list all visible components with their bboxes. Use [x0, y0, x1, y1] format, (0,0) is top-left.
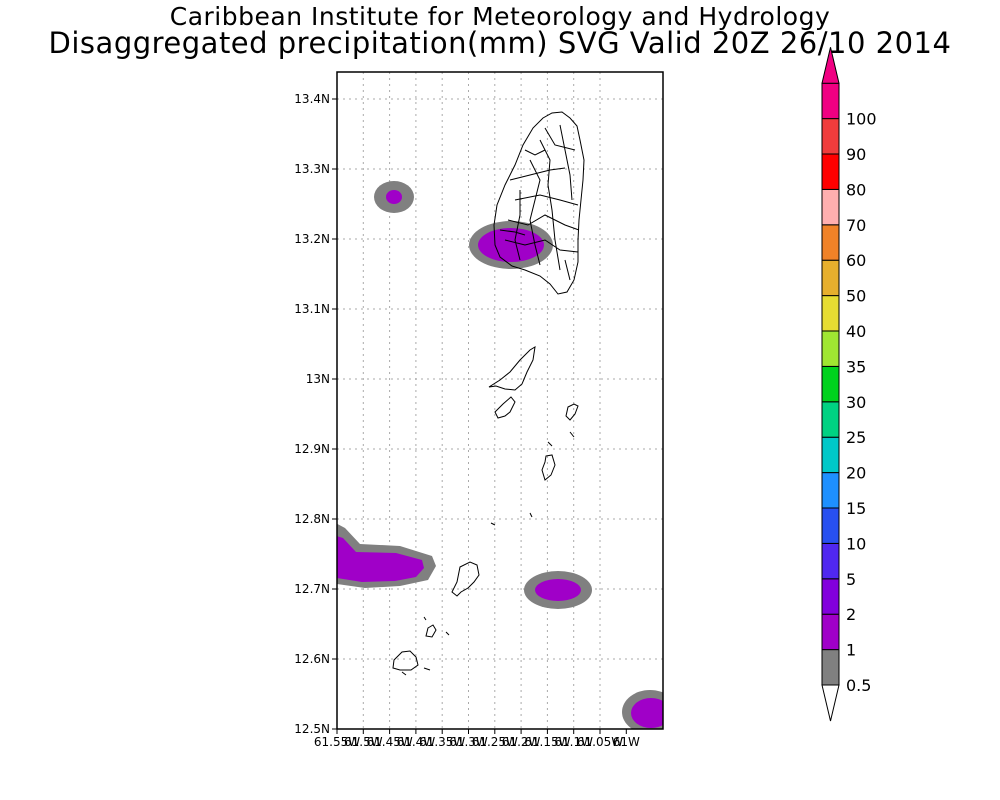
island-carriacou: [392, 650, 419, 671]
y-tick-label: 13.3N: [294, 162, 330, 176]
y-tick-label: 12.7N: [294, 582, 330, 596]
colorbar-swatch: [821, 259, 840, 297]
colorbar-label: 30: [846, 393, 866, 412]
colorbar-swatch: [821, 118, 840, 155]
x-tick-label: 61.3W: [449, 735, 488, 749]
precip-area-south-east: [622, 690, 663, 729]
colorbar-swatch: [821, 401, 840, 438]
x-tick-label: 61.05W: [577, 735, 623, 749]
precip-areas-layer: [337, 181, 663, 729]
colorbar-label: 15: [846, 499, 866, 518]
island-saint-vincent: [493, 111, 585, 295]
colorbar-label: 80: [846, 180, 866, 199]
colorbar-label: 70: [846, 216, 866, 235]
precip-area-south-central: [524, 571, 592, 609]
colorbar-label: 90: [846, 145, 866, 164]
colorbar-swatch: [821, 542, 840, 580]
colorbar-label: 100: [846, 110, 877, 129]
x-axis: 61.55W61.5W61.45W61.4W61.35W61.3W61.25W6…: [314, 729, 640, 749]
colorbar-upper-arrow: [821, 47, 840, 84]
x-tick-label: 61.15W: [524, 735, 570, 749]
plot-background: [337, 72, 663, 729]
map-title-line2: Disaggregated precipitation(mm) SVG Vali…: [48, 26, 952, 60]
colorbar-swatch: [821, 82, 840, 120]
colorbar-label: 50: [846, 287, 866, 306]
colorbar-label: 5: [846, 570, 856, 589]
colorbar-label: 40: [846, 322, 866, 341]
coastlines: [392, 111, 585, 676]
precip-area-north-west: [374, 181, 414, 213]
colorbar-label: 1: [846, 641, 856, 660]
colorbar-swatch: [821, 295, 840, 332]
island-bequia: [488, 346, 536, 391]
colorbar-label: 0.5: [846, 676, 871, 695]
colorbar-label: 20: [846, 464, 866, 483]
colorbar-swatch: [821, 507, 840, 544]
colorbar-swatch: [821, 613, 840, 651]
colorbar-swatch: [821, 472, 840, 509]
colorbar-swatch: [821, 224, 840, 261]
colorbar-lower-arrow: [821, 684, 840, 722]
x-tick-label: 61W: [613, 735, 640, 749]
y-tick-label: 13N: [306, 372, 330, 386]
map-title-line1: Caribbean Institute for Meteorology and …: [169, 2, 831, 31]
y-tick-label: 13.1N: [294, 302, 330, 316]
colorbar-swatch: [821, 188, 840, 226]
y-tick-label: 12.8N: [294, 512, 330, 526]
colorbar-swatch: [821, 330, 840, 367]
plot-frame: [336, 71, 664, 730]
y-tick-label: 12.6N: [294, 652, 330, 666]
y-tick-label: 12.9N: [294, 442, 330, 456]
colorbar-swatch: [821, 153, 840, 190]
colorbar-label: 35: [846, 357, 866, 376]
colorbar-label: 10: [846, 534, 866, 553]
x-tick-label: 61.55W: [314, 735, 360, 749]
y-tick-label: 13.2N: [294, 232, 330, 246]
colorbar-swatch: [821, 365, 840, 403]
colorbar-swatch: [821, 578, 840, 615]
x-tick-label: 61.35W: [419, 735, 465, 749]
x-tick-label: 61.1W: [554, 735, 593, 749]
x-tick-label: 61.2W: [502, 735, 541, 749]
precip-area-west: [337, 523, 436, 588]
colorbar-label: 25: [846, 428, 866, 447]
colorbar-label: 2: [846, 605, 856, 624]
x-tick-label: 61.4W: [397, 735, 436, 749]
y-tick-label: 12.5N: [294, 722, 330, 736]
colorbar-label: 60: [846, 251, 866, 270]
y-tick-label: 13.4N: [294, 92, 330, 106]
x-tick-label: 61.5W: [344, 735, 383, 749]
x-tick-label: 61.45W: [366, 735, 412, 749]
y-axis: 12.5N 12.6N 12.7N 12.8N 12.9N 13N 13.1N 13.2N 13…: [294, 92, 337, 736]
island-union: [451, 561, 480, 597]
precip-area-saint-vincent: [469, 221, 553, 269]
colorbar-swatch: [821, 436, 840, 474]
x-tick-label: 61.25W: [472, 735, 518, 749]
colorbar-swatch: [821, 649, 840, 686]
